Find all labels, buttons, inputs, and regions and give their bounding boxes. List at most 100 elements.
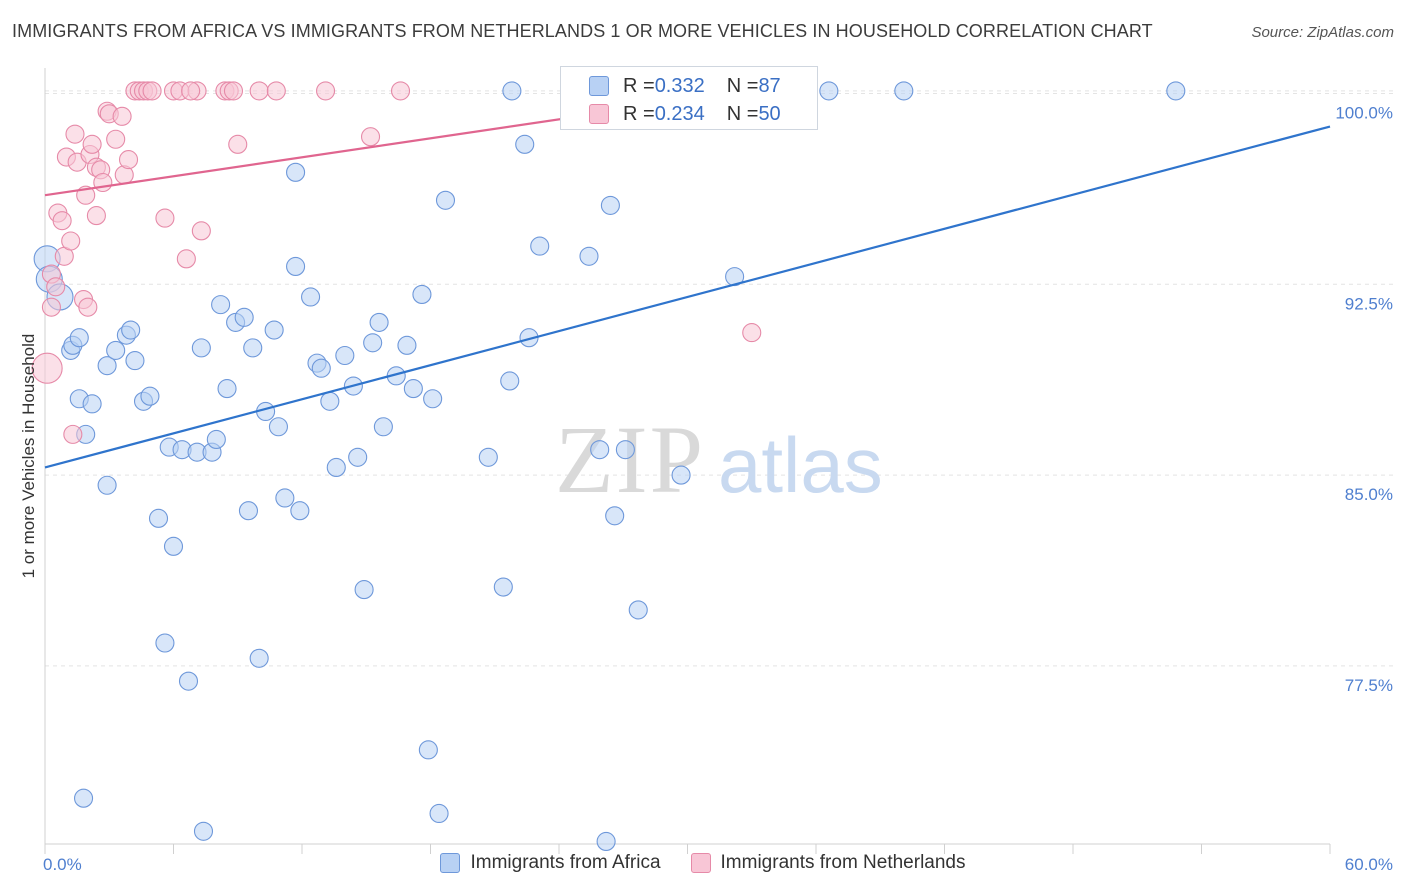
netherlands-point — [228, 134, 248, 154]
africa-point — [354, 580, 374, 600]
netherlands-point — [86, 206, 106, 226]
africa-point — [275, 488, 295, 508]
africa-point — [326, 457, 346, 477]
africa-point — [615, 440, 635, 460]
n-label: N = — [726, 74, 759, 97]
africa-point — [435, 190, 456, 210]
netherlands-point — [181, 81, 201, 101]
africa-point — [335, 345, 355, 366]
netherlands-point — [63, 424, 83, 444]
africa-point — [191, 338, 211, 358]
netherlands-point — [360, 127, 381, 147]
africa-point — [369, 312, 389, 332]
africa-point — [397, 335, 417, 355]
africa-point — [628, 600, 648, 620]
netherlands-point — [31, 352, 63, 384]
africa-point — [74, 788, 94, 808]
africa-point — [373, 417, 393, 437]
netherlands-point — [93, 172, 113, 193]
africa-point — [178, 671, 199, 691]
netherlands-point — [82, 134, 102, 154]
africa-point — [97, 475, 117, 495]
r-label: R = — [623, 102, 655, 125]
africa-point — [590, 440, 610, 460]
netherlands-point — [191, 221, 211, 241]
africa-point — [125, 351, 145, 371]
legend-swatch-africa — [440, 853, 461, 873]
africa-point — [530, 236, 550, 256]
africa-point — [579, 246, 599, 266]
netherlands-point — [142, 81, 162, 101]
watermark-atlas: atlas — [718, 421, 883, 509]
bottom-legend: Immigrants from Africa Immigrants from N… — [0, 852, 1406, 874]
africa-point — [249, 648, 269, 668]
netherlands-point — [223, 81, 244, 101]
africa-point — [894, 81, 914, 101]
r-value: 0.332 — [654, 74, 705, 97]
africa-point — [243, 338, 263, 358]
x-tick-label: 0.0% — [43, 855, 82, 874]
n-value: 50 — [758, 102, 781, 125]
africa-point — [605, 506, 625, 526]
axes — [44, 68, 1331, 854]
africa-point — [140, 386, 160, 406]
africa-point — [82, 394, 102, 414]
africa-point — [348, 447, 368, 467]
africa-point — [1166, 81, 1186, 101]
africa-point — [97, 356, 117, 376]
tick-labels: 100.0% 92.5% 85.0% 77.5% 0.0% 60.0% — [43, 103, 1393, 874]
netherlands-point — [390, 81, 411, 101]
africa-point — [121, 320, 141, 340]
chart-title: IMMIGRANTS FROM AFRICA VS IMMIGRANTS FRO… — [12, 21, 1153, 41]
africa-point — [418, 740, 438, 760]
netherlands-point — [742, 323, 762, 343]
watermark: ZIP atlas — [555, 406, 883, 513]
legend-label-netherlands: Immigrants from Netherlands — [720, 852, 966, 873]
africa-point — [155, 633, 175, 653]
africa-point — [163, 536, 184, 556]
africa-point — [600, 195, 620, 215]
africa-point — [502, 81, 522, 101]
africa-point — [500, 371, 520, 391]
stats-legend: R = 0.332 N = 87 R = 0.234 N = 50 — [560, 66, 818, 130]
watermark-zip: ZIP — [555, 406, 705, 513]
stats-row-africa: R = 0.332 N = 87 — [561, 71, 781, 101]
africa-swatch — [589, 76, 609, 96]
africa-point — [819, 81, 839, 101]
y-tick-label: 85.0% — [1345, 485, 1393, 504]
legend-label-africa: Immigrants from Africa — [470, 852, 661, 873]
africa-point — [412, 284, 432, 304]
netherlands-swatch — [589, 104, 609, 124]
africa-point — [106, 340, 126, 360]
netherlands-point — [118, 150, 139, 170]
legend-item-africa[interactable]: Immigrants from Africa — [440, 852, 661, 874]
africa-point — [363, 333, 383, 353]
africa-point — [286, 256, 306, 277]
africa-point — [290, 501, 310, 521]
netherlands-point — [112, 106, 132, 126]
netherlands-point — [249, 81, 269, 101]
y-tick-label: 77.5% — [1345, 676, 1393, 695]
netherlands-point — [155, 208, 175, 228]
y-tick-label: 100.0% — [1335, 103, 1393, 122]
africa-point — [286, 162, 306, 182]
africa-point — [725, 267, 745, 287]
africa-point — [429, 803, 449, 824]
legend-item-netherlands[interactable]: Immigrants from Netherlands — [690, 852, 966, 874]
africa-point — [211, 295, 231, 315]
africa-point — [671, 465, 691, 485]
africa-point — [217, 379, 237, 399]
africa-point — [193, 821, 214, 841]
africa-trend-line — [44, 125, 1331, 469]
africa-point — [311, 358, 331, 378]
netherlands-point — [266, 81, 286, 101]
africa-point — [69, 328, 89, 348]
r-value: 0.234 — [654, 102, 705, 125]
netherlands-point — [106, 129, 126, 149]
netherlands-point — [46, 277, 66, 297]
netherlands-point — [61, 231, 81, 251]
legend-swatch-netherlands — [690, 853, 711, 873]
series-netherlands-points — [31, 81, 762, 444]
africa-point — [301, 287, 321, 307]
